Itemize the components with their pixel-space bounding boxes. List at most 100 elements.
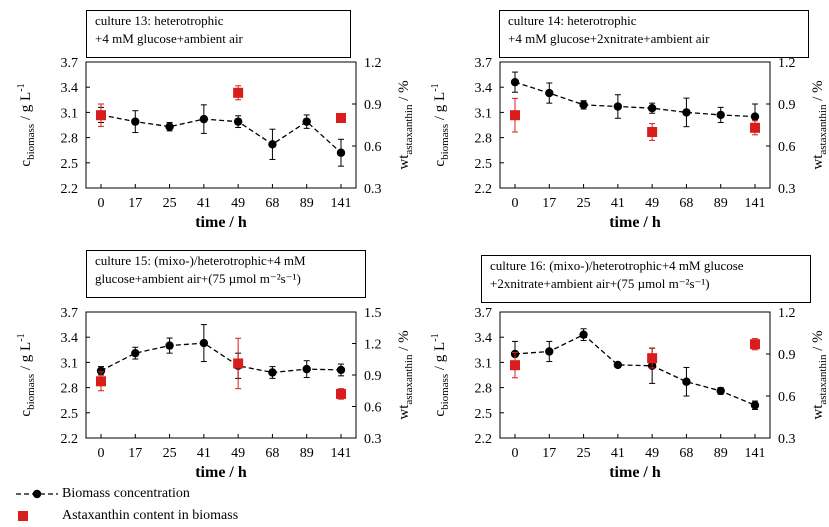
data-point-astaxanthin (510, 110, 520, 120)
y2-tick-label: 0.9 (364, 98, 382, 113)
x-tick-label: 49 (231, 446, 245, 461)
y-tick-label: 2.5 (61, 407, 79, 422)
x-tick-label: 0 (98, 196, 105, 211)
data-point-biomass (579, 101, 587, 109)
y2-axis-label: wtastaxanthin / % (396, 330, 414, 419)
y2-axis-label-base: wt (810, 404, 826, 420)
y-tick-label: 3.1 (475, 356, 493, 371)
data-point-biomass (268, 368, 276, 376)
x-tick-label: 68 (265, 196, 279, 211)
x-tick-label: 41 (611, 446, 625, 461)
data-point-astaxanthin (233, 358, 243, 368)
data-point-biomass (751, 401, 759, 409)
y2-tick-label: 0.6 (778, 140, 796, 155)
plot-frame (86, 312, 356, 438)
x-tick-label: 89 (300, 196, 314, 211)
x-tick-label: 89 (300, 446, 314, 461)
y2-axis-label: wtastaxanthin / % (396, 80, 414, 169)
legend-label-biomass: Biomass concentration (62, 486, 190, 502)
y-axis-label: cbiomass / g L-1 (430, 333, 451, 416)
x-axis-label: time / h (195, 464, 247, 481)
data-point-biomass (131, 117, 139, 125)
data-point-biomass (511, 78, 519, 86)
data-point-biomass (545, 347, 553, 355)
y-tick-label: 3.4 (61, 331, 79, 346)
y-axis-label-sub: biomass (25, 374, 37, 410)
y-tick-label: 3.7 (61, 306, 79, 321)
x-tick-label: 17 (128, 196, 142, 211)
data-point-biomass (131, 349, 139, 357)
y-tick-label: 2.2 (475, 432, 493, 447)
panel-caption: culture 16: (mixo-)/heterotrophic+4 mM g… (481, 255, 811, 303)
plot-frame (86, 62, 356, 188)
x-tick-label: 25 (163, 196, 177, 211)
x-tick-label: 0 (512, 196, 519, 211)
data-point-biomass (303, 117, 311, 125)
y2-axis-label-sub: astaxanthin (403, 354, 414, 405)
y-axis-label-sup: -1 (430, 333, 441, 341)
y2-tick-label: 0.3 (778, 182, 796, 197)
data-point-astaxanthin (96, 110, 106, 120)
data-point-biomass (717, 387, 725, 395)
y2-tick-label: 0.6 (778, 390, 796, 405)
x-tick-label: 141 (745, 196, 766, 211)
data-point-biomass (268, 140, 276, 148)
y-axis-label-sub: biomass (25, 124, 37, 160)
y-tick-label: 2.5 (475, 407, 493, 422)
x-tick-label: 0 (512, 446, 519, 461)
caption-line: +2xnitrate+ambient air+(75 µmol m⁻²s⁻¹) (490, 275, 802, 293)
caption-line: culture 15: (mixo-)/heterotrophic+4 mM (95, 252, 357, 270)
y-axis-label: cbiomass / g L-1 (430, 83, 451, 166)
y2-axis-label-sub: astaxanthin (403, 104, 414, 155)
y2-tick-label: 0.9 (778, 98, 796, 113)
y-axis-label-rest: / g L (18, 92, 34, 124)
y2-tick-label: 1.2 (364, 338, 382, 353)
y2-tick-label: 0.9 (778, 348, 796, 363)
data-point-biomass (614, 102, 622, 110)
y-tick-label: 3.4 (61, 81, 79, 96)
x-tick-label: 41 (197, 446, 211, 461)
data-point-astaxanthin (233, 88, 243, 98)
x-tick-label: 89 (714, 196, 728, 211)
data-point-biomass (648, 104, 656, 112)
y2-axis-label-rest: / % (396, 330, 412, 354)
y-tick-label: 2.8 (61, 132, 79, 147)
data-point-biomass (717, 111, 725, 119)
data-point-biomass (165, 341, 173, 349)
y-axis-label-rest: / g L (432, 92, 448, 124)
y-tick-label: 3.4 (475, 81, 493, 96)
data-point-biomass (303, 365, 311, 373)
legend-marker-astaxanthin (14, 508, 62, 524)
x-tick-label: 68 (679, 196, 693, 211)
y-tick-label: 3.7 (61, 56, 79, 71)
data-point-biomass (337, 149, 345, 157)
caption-line: glucose+ambient air+(75 µmol m⁻²s⁻¹) (95, 270, 357, 288)
y-tick-label: 3.1 (61, 106, 79, 121)
y-axis-label: cbiomass / g L-1 (16, 333, 37, 416)
y-axis-label: cbiomass / g L-1 (16, 83, 37, 166)
data-point-biomass (200, 339, 208, 347)
caption-line: culture 13: heterotrophic (95, 12, 342, 30)
data-point-biomass (165, 122, 173, 130)
y2-axis-label: wtastaxanthin / % (810, 80, 828, 169)
data-point-biomass (751, 112, 759, 120)
y-axis-label-sup: -1 (430, 83, 441, 91)
x-tick-label: 41 (611, 196, 625, 211)
y-axis-label-sup: -1 (16, 83, 27, 91)
y2-axis-label: wtastaxanthin / % (810, 330, 828, 419)
y-axis-label-sub: biomass (439, 124, 451, 160)
data-point-astaxanthin (647, 127, 657, 137)
y-axis-label-sup: -1 (16, 333, 27, 341)
data-point-biomass (579, 330, 587, 338)
y2-tick-label: 1.2 (778, 56, 796, 71)
chart-panel-culture-13: 2.2 2.5 2.8 3.1 3.4 3.7 0.3 0.6 0.9 1.2 0 17 25 41 49 6… (0, 0, 414, 240)
data-point-astaxanthin (336, 113, 346, 123)
x-axis-label: time / h (609, 464, 661, 481)
x-tick-label: 17 (542, 196, 556, 211)
y2-axis-label-rest: / % (810, 330, 826, 354)
y-tick-label: 2.2 (61, 432, 79, 447)
x-tick-label: 25 (577, 196, 591, 211)
data-point-biomass (234, 117, 242, 125)
caption-line: culture 14: heterotrophic (508, 12, 800, 30)
